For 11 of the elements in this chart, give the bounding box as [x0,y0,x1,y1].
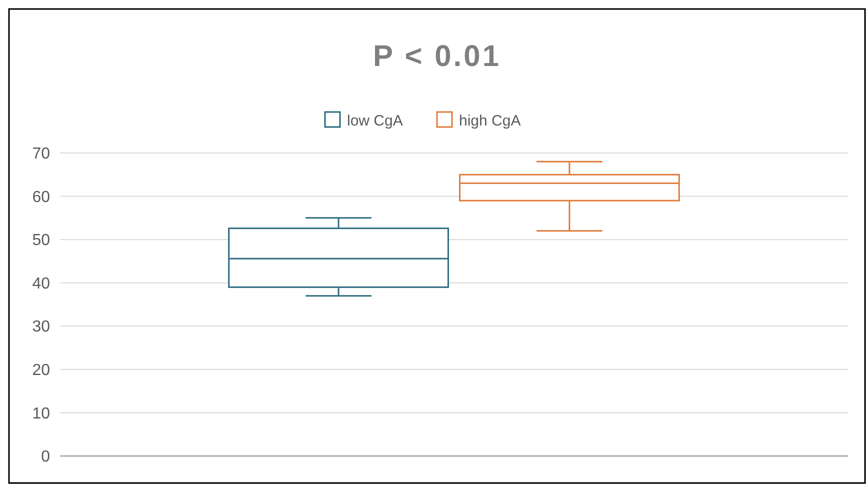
y-tick-label: 30 [32,318,50,336]
legend-label: high CgA [459,112,521,130]
y-tick-label: 70 [32,146,50,163]
y-tick-label: 0 [41,448,50,466]
chart-title: P < 0.01 [372,40,502,73]
y-tick-label: 60 [32,188,50,206]
y-tick-label: 40 [32,275,50,292]
y-tick-label: 20 [32,362,50,380]
y-tick-label: 50 [32,232,50,250]
legend-label: low CgA [347,112,403,130]
y-tick-label: 10 [32,405,50,422]
